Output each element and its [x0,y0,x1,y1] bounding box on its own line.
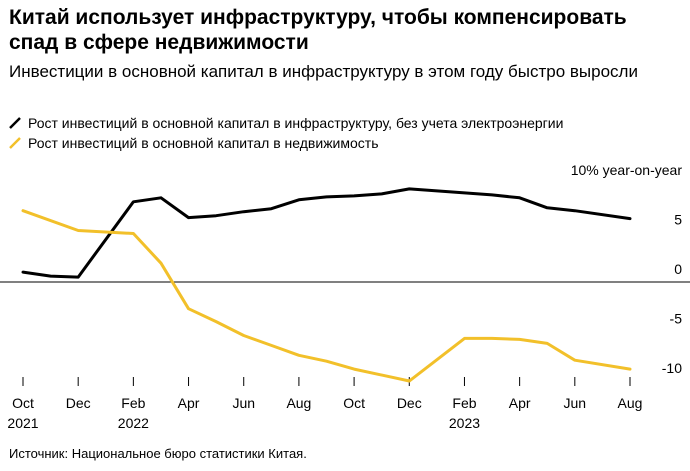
source-note: Источник: Национальное бюро статистики К… [9,446,307,461]
y-tick-label: 10% year-on-year [571,162,683,178]
x-tick-label: Apr [178,395,200,411]
x-tick-label: Oct [12,395,34,411]
legend-item-infrastructure: Рост инвестиций в основной капитал в инф… [9,113,563,133]
x-tick-label: Dec [397,395,422,411]
chart-title: Китай использует инфраструктуру, чтобы к… [9,6,627,54]
legend-swatch-infrastructure [9,117,21,129]
y-tick-label: 0 [674,261,682,277]
y-tick-label: 5 [674,212,682,228]
x-tick-label: Feb [452,395,476,411]
x-tick-label: Dec [66,395,91,411]
x-tick-year-label: 2021 [7,415,38,431]
series-line-real-estate [21,209,632,383]
y-tick-label: -5 [670,311,683,327]
legend: Рост инвестиций в основной капитал в инф… [9,113,563,153]
x-tick-label: Oct [343,395,365,411]
legend-item-real-estate: Рост инвестиций в основной капитал в нед… [9,133,563,153]
x-tick-year-label: 2023 [449,415,480,431]
x-tick-label: Apr [509,395,531,411]
x-tick-label: Aug [286,395,311,411]
series-line-infrastructure [21,187,632,279]
x-tick-label: Feb [121,395,145,411]
x-tick-label: Aug [618,395,643,411]
legend-label-infrastructure: Рост инвестиций в основной капитал в инф… [28,115,564,131]
legend-label-real-estate: Рост инвестиций в основной капитал в нед… [28,135,379,151]
x-tick-label: Jun [232,395,255,411]
x-tick-year-label: 2022 [118,415,149,431]
x-tick-label: Jun [564,395,587,411]
y-tick-label: -10 [662,360,682,376]
legend-swatch-real-estate [9,137,21,149]
chart-subtitle: Инвестиции в основной капитал в инфрастр… [9,62,638,81]
